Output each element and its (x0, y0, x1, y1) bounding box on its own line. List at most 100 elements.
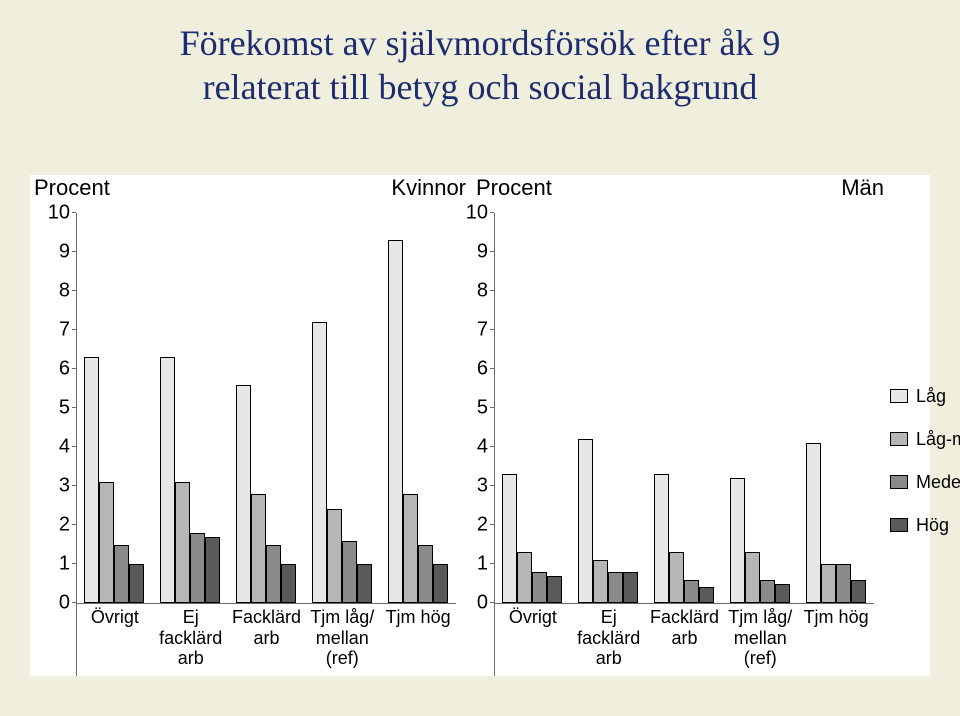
bar (312, 322, 327, 603)
y-tick-mark (490, 485, 494, 486)
bar-group (798, 213, 874, 603)
bar (266, 545, 281, 604)
bar (114, 545, 129, 604)
y-tick-mark (490, 212, 494, 213)
y-tick-mark (72, 329, 76, 330)
bar (236, 385, 251, 603)
legend-label: Låg-medel (916, 429, 960, 450)
x-tick-label: Tjm låg/mellan(ref) (722, 604, 798, 676)
bar (388, 240, 403, 603)
y-tick-mark (72, 485, 76, 486)
y-tick-label: 4 (477, 436, 494, 459)
y-tick-mark (490, 407, 494, 408)
y-tick-mark (72, 524, 76, 525)
chart-panel-man: Procent Män 012345678910 ÖvrigtEj facklä… (472, 175, 890, 676)
legend-swatch (890, 518, 908, 532)
y-tick-label: 4 (59, 436, 76, 459)
bar (502, 474, 517, 603)
chart-panel-kvinnor: Procent Kvinnor 012345678910 ÖvrigtEj fa… (30, 175, 472, 676)
bar (190, 533, 205, 603)
x-tick-label: Facklärdarb (647, 604, 723, 676)
bar (699, 587, 714, 603)
y-tick-mark (72, 251, 76, 252)
bar (806, 443, 821, 603)
x-tick-label: Tjm hög (380, 604, 456, 676)
y-tick-mark (490, 563, 494, 564)
y-tick-mark (72, 290, 76, 291)
legend: Låg Låg-medel Medel-hög Hög (890, 175, 960, 676)
legend-swatch (890, 432, 908, 446)
bar (205, 537, 220, 603)
bar-group (228, 213, 304, 603)
bar (578, 439, 593, 603)
y-axis-label-right: Procent (476, 175, 552, 201)
y-tick-mark (72, 446, 76, 447)
y-tick-label: 9 (59, 241, 76, 264)
y-tick-mark (72, 407, 76, 408)
bar (357, 564, 372, 603)
bar-group (380, 213, 456, 603)
y-tick-mark (72, 368, 76, 369)
y-tick-label: 7 (477, 319, 494, 342)
legend-item: Låg (890, 386, 960, 407)
x-tick-label: Tjm hög (798, 604, 874, 676)
title-line1: Förekomst av självmordsförsök efter åk 9 (180, 23, 781, 63)
y-tick-mark (72, 602, 76, 603)
y-tick-label: 8 (477, 280, 494, 303)
y-tick-mark (72, 563, 76, 564)
x-tick-label: Ej facklärdarb (571, 604, 647, 676)
y-tick-label: 8 (59, 280, 76, 303)
legend-item: Medel-hög (890, 472, 960, 493)
legend-swatch (890, 389, 908, 403)
y-tick-label: 7 (59, 319, 76, 342)
bar (433, 564, 448, 603)
bar-group (570, 213, 646, 603)
bar (760, 580, 775, 603)
legend-label: Låg (916, 386, 946, 407)
bar (160, 357, 175, 603)
bar (281, 564, 296, 603)
y-tick-label: 2 (477, 514, 494, 537)
bar (84, 357, 99, 603)
legend-item: Låg-medel (890, 429, 960, 450)
x-tick-label: Tjm låg/mellan(ref) (304, 604, 380, 676)
bar (684, 580, 699, 603)
bar (99, 482, 114, 603)
y-tick-mark (490, 329, 494, 330)
y-tick-label: 1 (477, 553, 494, 576)
y-tick-label: 2 (59, 514, 76, 537)
chart-content: Procent Kvinnor 012345678910 ÖvrigtEj fa… (30, 175, 930, 676)
bar (532, 572, 547, 603)
legend-label: Hög (916, 515, 949, 536)
bar-group (76, 213, 152, 603)
bar (251, 494, 266, 603)
subtitle-kvinnor: Kvinnor (391, 175, 466, 201)
y-tick-mark (490, 446, 494, 447)
y-tick-label: 6 (477, 358, 494, 381)
y-tick-label: 5 (477, 397, 494, 420)
subtitle-man: Män (841, 175, 884, 201)
bar (745, 552, 760, 603)
x-tick-label: Övrigt (77, 604, 153, 676)
title-line2: relaterat till betyg och social bakgrund (203, 67, 758, 107)
bar (836, 564, 851, 603)
x-tick-label: Facklärdarb (229, 604, 305, 676)
bar (593, 560, 608, 603)
y-tick-label: 10 (466, 202, 494, 225)
x-tick-label: Övrigt (495, 604, 571, 676)
bar (418, 545, 433, 604)
y-tick-mark (490, 290, 494, 291)
y-tick-mark (490, 524, 494, 525)
y-axis-label-left: Procent (34, 175, 110, 201)
bar (775, 584, 790, 604)
y-tick-label: 10 (48, 202, 76, 225)
bar (623, 572, 638, 603)
bar (654, 474, 669, 603)
bar-group (494, 213, 570, 603)
y-tick-label: 3 (59, 475, 76, 498)
bar (669, 552, 684, 603)
y-tick-mark (490, 602, 494, 603)
bar (175, 482, 190, 603)
bar (129, 564, 144, 603)
legend-swatch (890, 475, 908, 489)
